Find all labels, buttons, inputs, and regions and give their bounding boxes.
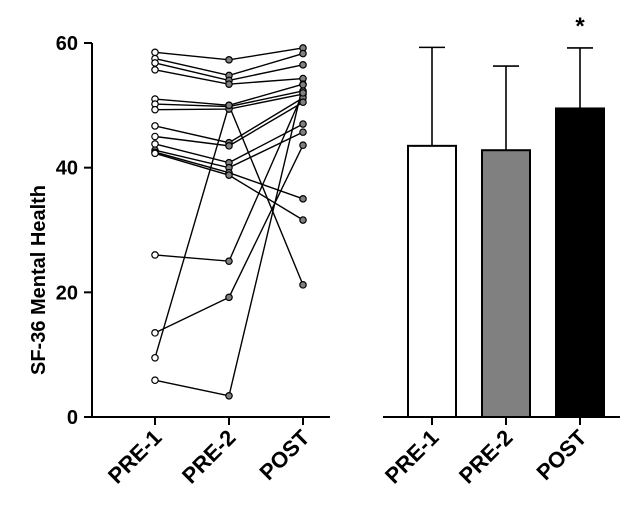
subject-point bbox=[151, 353, 159, 362]
subject-point bbox=[151, 105, 159, 114]
bar-chart-panel: PRE-1 PRE-2 POST * bbox=[380, 13, 620, 488]
subject-point bbox=[299, 281, 307, 289]
subject-point bbox=[299, 128, 307, 136]
subject-point bbox=[299, 98, 307, 107]
y-tick-label: 60 bbox=[56, 33, 78, 55]
subject-point bbox=[225, 293, 233, 302]
paired-lines-panel: 0 20 40 60 PRE-1 PRE-2 POST bbox=[56, 33, 330, 488]
subject-point bbox=[151, 376, 159, 385]
significance-marker: * bbox=[575, 13, 585, 40]
subject-point bbox=[299, 80, 307, 89]
subject-point bbox=[151, 140, 159, 148]
subject-point bbox=[225, 257, 233, 265]
subject-point bbox=[299, 120, 307, 128]
subject-point bbox=[151, 66, 159, 74]
subject-point bbox=[225, 171, 233, 179]
subject-point bbox=[299, 61, 307, 69]
y-tick-label: 40 bbox=[56, 158, 78, 180]
bar bbox=[407, 144, 457, 418]
subject-point bbox=[151, 251, 159, 259]
subject-point bbox=[151, 122, 159, 130]
x-tick-label: PRE-1 bbox=[380, 425, 443, 488]
x-tick-label: POST bbox=[531, 424, 591, 484]
subject-point bbox=[225, 80, 233, 88]
subject-point bbox=[299, 216, 307, 224]
subject-point bbox=[151, 59, 159, 67]
subject-point bbox=[151, 149, 159, 158]
subject-point bbox=[299, 141, 307, 150]
subject-point bbox=[151, 48, 159, 57]
bar bbox=[555, 107, 605, 418]
x-tick-label: POST bbox=[254, 424, 314, 484]
subject-point bbox=[225, 101, 233, 110]
bar bbox=[481, 149, 531, 418]
subject-point bbox=[299, 49, 307, 58]
x-tick-label: PRE-2 bbox=[177, 425, 240, 488]
subject-point bbox=[225, 56, 233, 64]
y-tick-label: 20 bbox=[56, 282, 78, 304]
y-tick-label: 0 bbox=[67, 407, 78, 429]
y-axis-label: SF-36 Mental Health bbox=[28, 185, 50, 375]
subject-point bbox=[151, 329, 159, 337]
subject-point bbox=[299, 195, 307, 203]
x-tick-label: PRE-2 bbox=[454, 425, 517, 488]
x-tick-label: PRE-1 bbox=[103, 425, 166, 488]
subject-point bbox=[299, 89, 307, 97]
subject-point bbox=[225, 392, 233, 400]
subject-point bbox=[151, 132, 159, 141]
subject-point bbox=[225, 142, 233, 150]
